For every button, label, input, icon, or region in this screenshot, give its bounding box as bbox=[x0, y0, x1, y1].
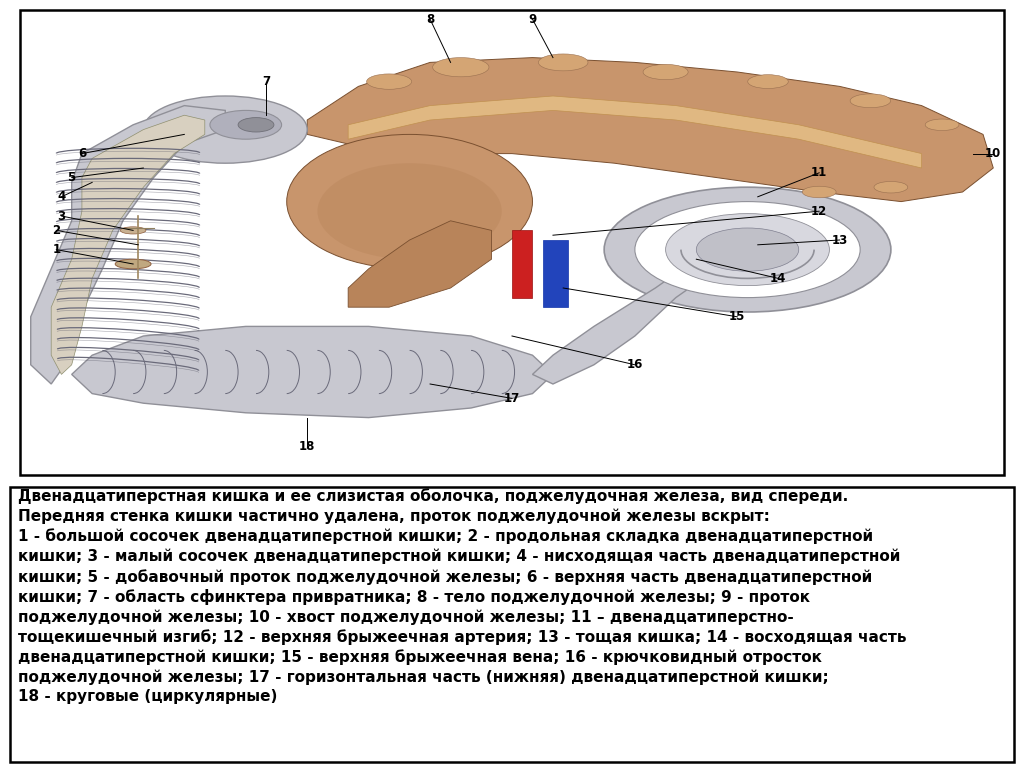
Polygon shape bbox=[543, 240, 568, 307]
Text: 14: 14 bbox=[770, 272, 786, 285]
Ellipse shape bbox=[635, 202, 860, 298]
Ellipse shape bbox=[143, 96, 307, 164]
Text: 17: 17 bbox=[504, 392, 520, 405]
Text: 7: 7 bbox=[262, 75, 270, 88]
Ellipse shape bbox=[210, 111, 282, 139]
Text: 2: 2 bbox=[52, 224, 60, 237]
Text: 16: 16 bbox=[627, 359, 643, 371]
Polygon shape bbox=[348, 221, 492, 307]
Text: 18: 18 bbox=[299, 440, 315, 453]
Ellipse shape bbox=[666, 214, 829, 286]
Ellipse shape bbox=[873, 181, 907, 193]
Text: 12: 12 bbox=[811, 205, 827, 217]
Polygon shape bbox=[31, 106, 225, 384]
Polygon shape bbox=[512, 230, 532, 298]
Polygon shape bbox=[51, 115, 205, 375]
Ellipse shape bbox=[926, 119, 958, 131]
Text: 6: 6 bbox=[78, 147, 86, 160]
Ellipse shape bbox=[850, 94, 891, 108]
Text: 13: 13 bbox=[831, 233, 848, 247]
Ellipse shape bbox=[121, 227, 146, 234]
Text: 3: 3 bbox=[57, 210, 66, 223]
FancyBboxPatch shape bbox=[20, 10, 1004, 475]
Ellipse shape bbox=[604, 187, 891, 312]
Ellipse shape bbox=[238, 118, 274, 132]
Text: Двенадцатиперстная кишка и ее слизистая оболочка, поджелудочная железа, вид спер: Двенадцатиперстная кишка и ее слизистая … bbox=[18, 488, 907, 704]
Text: 10: 10 bbox=[985, 147, 1001, 160]
Polygon shape bbox=[532, 240, 758, 384]
Text: 8: 8 bbox=[426, 13, 434, 25]
Ellipse shape bbox=[643, 65, 688, 80]
Text: 4: 4 bbox=[57, 190, 66, 204]
Ellipse shape bbox=[367, 74, 412, 89]
Ellipse shape bbox=[539, 54, 588, 71]
Text: 5: 5 bbox=[68, 171, 76, 184]
Ellipse shape bbox=[803, 187, 836, 198]
Polygon shape bbox=[348, 96, 922, 168]
Text: 9: 9 bbox=[528, 13, 537, 25]
FancyBboxPatch shape bbox=[10, 487, 1014, 762]
Text: 15: 15 bbox=[729, 310, 745, 323]
Ellipse shape bbox=[115, 260, 152, 269]
Text: 1: 1 bbox=[52, 243, 60, 256]
Ellipse shape bbox=[317, 164, 502, 260]
Ellipse shape bbox=[432, 58, 489, 77]
Ellipse shape bbox=[696, 228, 799, 271]
Polygon shape bbox=[72, 326, 553, 418]
Ellipse shape bbox=[748, 74, 788, 88]
Ellipse shape bbox=[287, 134, 532, 269]
Text: 11: 11 bbox=[811, 167, 827, 179]
Polygon shape bbox=[307, 58, 993, 202]
